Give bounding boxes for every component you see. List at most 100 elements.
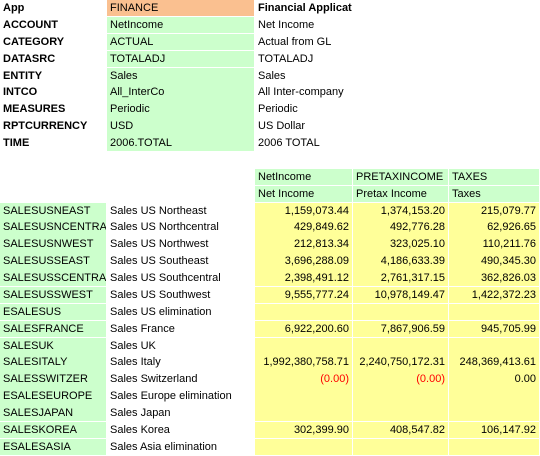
value-cell: 492,776.28 — [353, 219, 449, 237]
column-description: Taxes — [449, 185, 540, 204]
value-cell: 106,147.92 — [449, 422, 540, 440]
value-cell: 1,422,372.23 — [449, 286, 540, 305]
row-id: SALESITALY — [0, 354, 107, 372]
value-cell — [449, 405, 540, 423]
value-cell: 212,813.34 — [255, 236, 353, 254]
row-description: Sales US Northeast — [107, 202, 255, 220]
value-cell: 215,079.77 — [449, 202, 540, 220]
dimension-label: ENTITY — [0, 67, 107, 85]
row-description: Sales UK — [107, 337, 255, 355]
value-cell: 302,399.90 — [255, 422, 353, 440]
value-cell: 1,992,380,758.71 — [255, 354, 353, 372]
row-description: Sales Asia elimination — [107, 438, 255, 456]
member-id: TOTALADJ — [107, 50, 255, 68]
value-cell: 1,374,153.20 — [353, 202, 449, 220]
dimension-label: DATASRC — [0, 50, 107, 68]
column-id: PRETAXINCOME — [353, 168, 449, 187]
member-description: Actual from GL — [255, 33, 353, 52]
value-cell: (0.00) — [255, 371, 353, 389]
dimension-label: ACCOUNT — [0, 16, 107, 35]
value-cell — [353, 388, 449, 406]
member-id: Periodic — [107, 101, 255, 119]
value-cell — [449, 438, 540, 456]
value-cell — [353, 438, 449, 456]
row-description: Sales France — [107, 320, 255, 339]
value-cell: 10,978,149.47 — [353, 286, 449, 305]
value-cell: 2,240,750,172.31 — [353, 354, 449, 372]
row-description: Sales US Southeast — [107, 253, 255, 271]
member-description: All Inter-company — [255, 84, 353, 102]
row-id: SALESUSSCENTRAL — [0, 270, 107, 288]
column-description: Pretax Income — [353, 185, 449, 204]
row-id: SALESJAPAN — [0, 405, 107, 423]
dimension-label: CATEGORY — [0, 33, 107, 52]
value-cell: 62,926.65 — [449, 219, 540, 237]
row-id: SALESUSNEAST — [0, 202, 107, 220]
value-cell: 323,025.10 — [353, 236, 449, 254]
member-description: Sales — [255, 67, 353, 85]
row-id: SALESSWITZER — [0, 371, 107, 389]
member-id: USD — [107, 118, 255, 136]
value-cell: 6,922,200.60 — [255, 320, 353, 339]
member-id: 2006.TOTAL — [107, 135, 255, 153]
value-cell: 429,849.62 — [255, 219, 353, 237]
value-cell: 490,345.30 — [449, 253, 540, 271]
member-description: US Dollar — [255, 118, 353, 136]
row-description: Sales US Northwest — [107, 236, 255, 254]
row-description: Sales US Northcentral — [107, 219, 255, 237]
value-cell: 3,696,288.09 — [255, 253, 353, 271]
value-cell — [255, 303, 353, 322]
value-cell: 945,705.99 — [449, 320, 540, 339]
value-cell — [353, 303, 449, 322]
value-cell: 2,398,491.12 — [255, 270, 353, 288]
row-id: ESALESUS — [0, 303, 107, 322]
member-id: NetIncome — [107, 16, 255, 35]
row-description: Sales US Southcentral — [107, 270, 255, 288]
row-id: ESALESEUROPE — [0, 388, 107, 406]
row-id: SALESUSNCENTRAL — [0, 219, 107, 237]
value-cell: 1,159,073.44 — [255, 202, 353, 220]
member-id: All_InterCo — [107, 84, 255, 102]
value-cell — [255, 337, 353, 355]
value-cell — [449, 303, 540, 322]
row-id: SALESUSNWEST — [0, 236, 107, 254]
member-id: ACTUAL — [107, 33, 255, 52]
row-description: Sales Italy — [107, 354, 255, 372]
dimension-label: INTCO — [0, 84, 107, 102]
value-cell: 4,186,633.39 — [353, 253, 449, 271]
dimension-label: MEASURES — [0, 101, 107, 119]
row-id: SALESUSSEAST — [0, 253, 107, 271]
member-description: Financial Application — [255, 0, 353, 18]
row-id: ESALESASIA — [0, 438, 107, 456]
row-description: Sales Europe elimination — [107, 388, 255, 406]
value-cell: 110,211.76 — [449, 236, 540, 254]
value-cell: 408,547.82 — [353, 422, 449, 440]
member-id: FINANCE — [107, 0, 255, 18]
value-cell — [353, 337, 449, 355]
dimension-label: TIME — [0, 135, 107, 153]
value-cell — [449, 337, 540, 355]
value-cell — [255, 388, 353, 406]
dimension-label: App — [0, 0, 107, 18]
row-id: SALESUSSWEST — [0, 286, 107, 305]
row-description: Sales Korea — [107, 422, 255, 440]
dimension-label: RPTCURRENCY — [0, 118, 107, 136]
value-cell: (0.00) — [353, 371, 449, 389]
row-id: SALESUK — [0, 337, 107, 355]
value-cell — [449, 388, 540, 406]
value-cell: 7,867,906.59 — [353, 320, 449, 339]
value-cell: 9,555,777.24 — [255, 286, 353, 305]
row-id: SALESFRANCE — [0, 320, 107, 339]
value-cell: 362,826.03 — [449, 270, 540, 288]
member-id: Sales — [107, 67, 255, 85]
column-id: TAXES — [449, 168, 540, 187]
row-description: Sales US elimination — [107, 303, 255, 322]
value-cell: 0.00 — [449, 371, 540, 389]
value-cell: 2,761,317.15 — [353, 270, 449, 288]
value-cell: 248,369,413.61 — [449, 354, 540, 372]
row-description: Sales Japan — [107, 405, 255, 423]
value-cell — [255, 405, 353, 423]
value-cell — [255, 438, 353, 456]
value-cell — [353, 405, 449, 423]
